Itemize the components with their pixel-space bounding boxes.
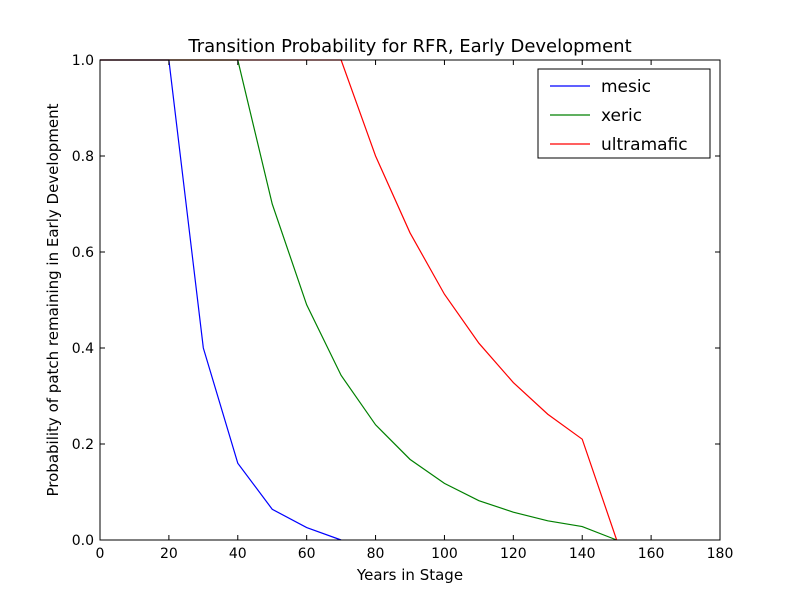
x-tick-label: 40	[229, 546, 247, 562]
x-tick-label: 100	[431, 546, 458, 562]
x-tick-label: 0	[96, 546, 105, 562]
y-tick-label: 0.2	[72, 437, 94, 453]
y-tick-label: 0.6	[72, 245, 94, 261]
legend-label-xeric: xeric	[601, 106, 642, 126]
x-tick-label: 180	[707, 546, 734, 562]
x-tick-label: 120	[500, 546, 527, 562]
y-axis-label: Probability of patch remaining in Early …	[44, 103, 62, 496]
plot-frame	[99, 59, 721, 541]
legend: mesic xeric ultramafic	[537, 68, 711, 159]
legend-box	[537, 68, 711, 159]
x-axis-label: Years in Stage	[356, 566, 463, 584]
x-tick-label: 160	[638, 546, 665, 562]
ticks: 0 20 40 60 80 100 120 140 160 180 0.0 0.2 0.4 0.6 0.8 1…	[72, 53, 734, 562]
y-tick-label: 0.0	[72, 533, 94, 549]
y-tick-label: 1.0	[72, 53, 94, 69]
legend-label-mesic: mesic	[601, 77, 651, 97]
y-tick-label: 0.8	[72, 149, 94, 165]
x-tick-label: 20	[160, 546, 178, 562]
y-tick-label: 0.4	[72, 341, 94, 357]
chart-title: Transition Probability for RFR, Early De…	[187, 36, 631, 57]
legend-label-ultramafic: ultramafic	[601, 135, 688, 155]
x-tick-label: 60	[298, 546, 316, 562]
axes	[99, 59, 721, 541]
x-tick-label: 80	[367, 546, 385, 562]
x-tick-label: 140	[569, 546, 596, 562]
